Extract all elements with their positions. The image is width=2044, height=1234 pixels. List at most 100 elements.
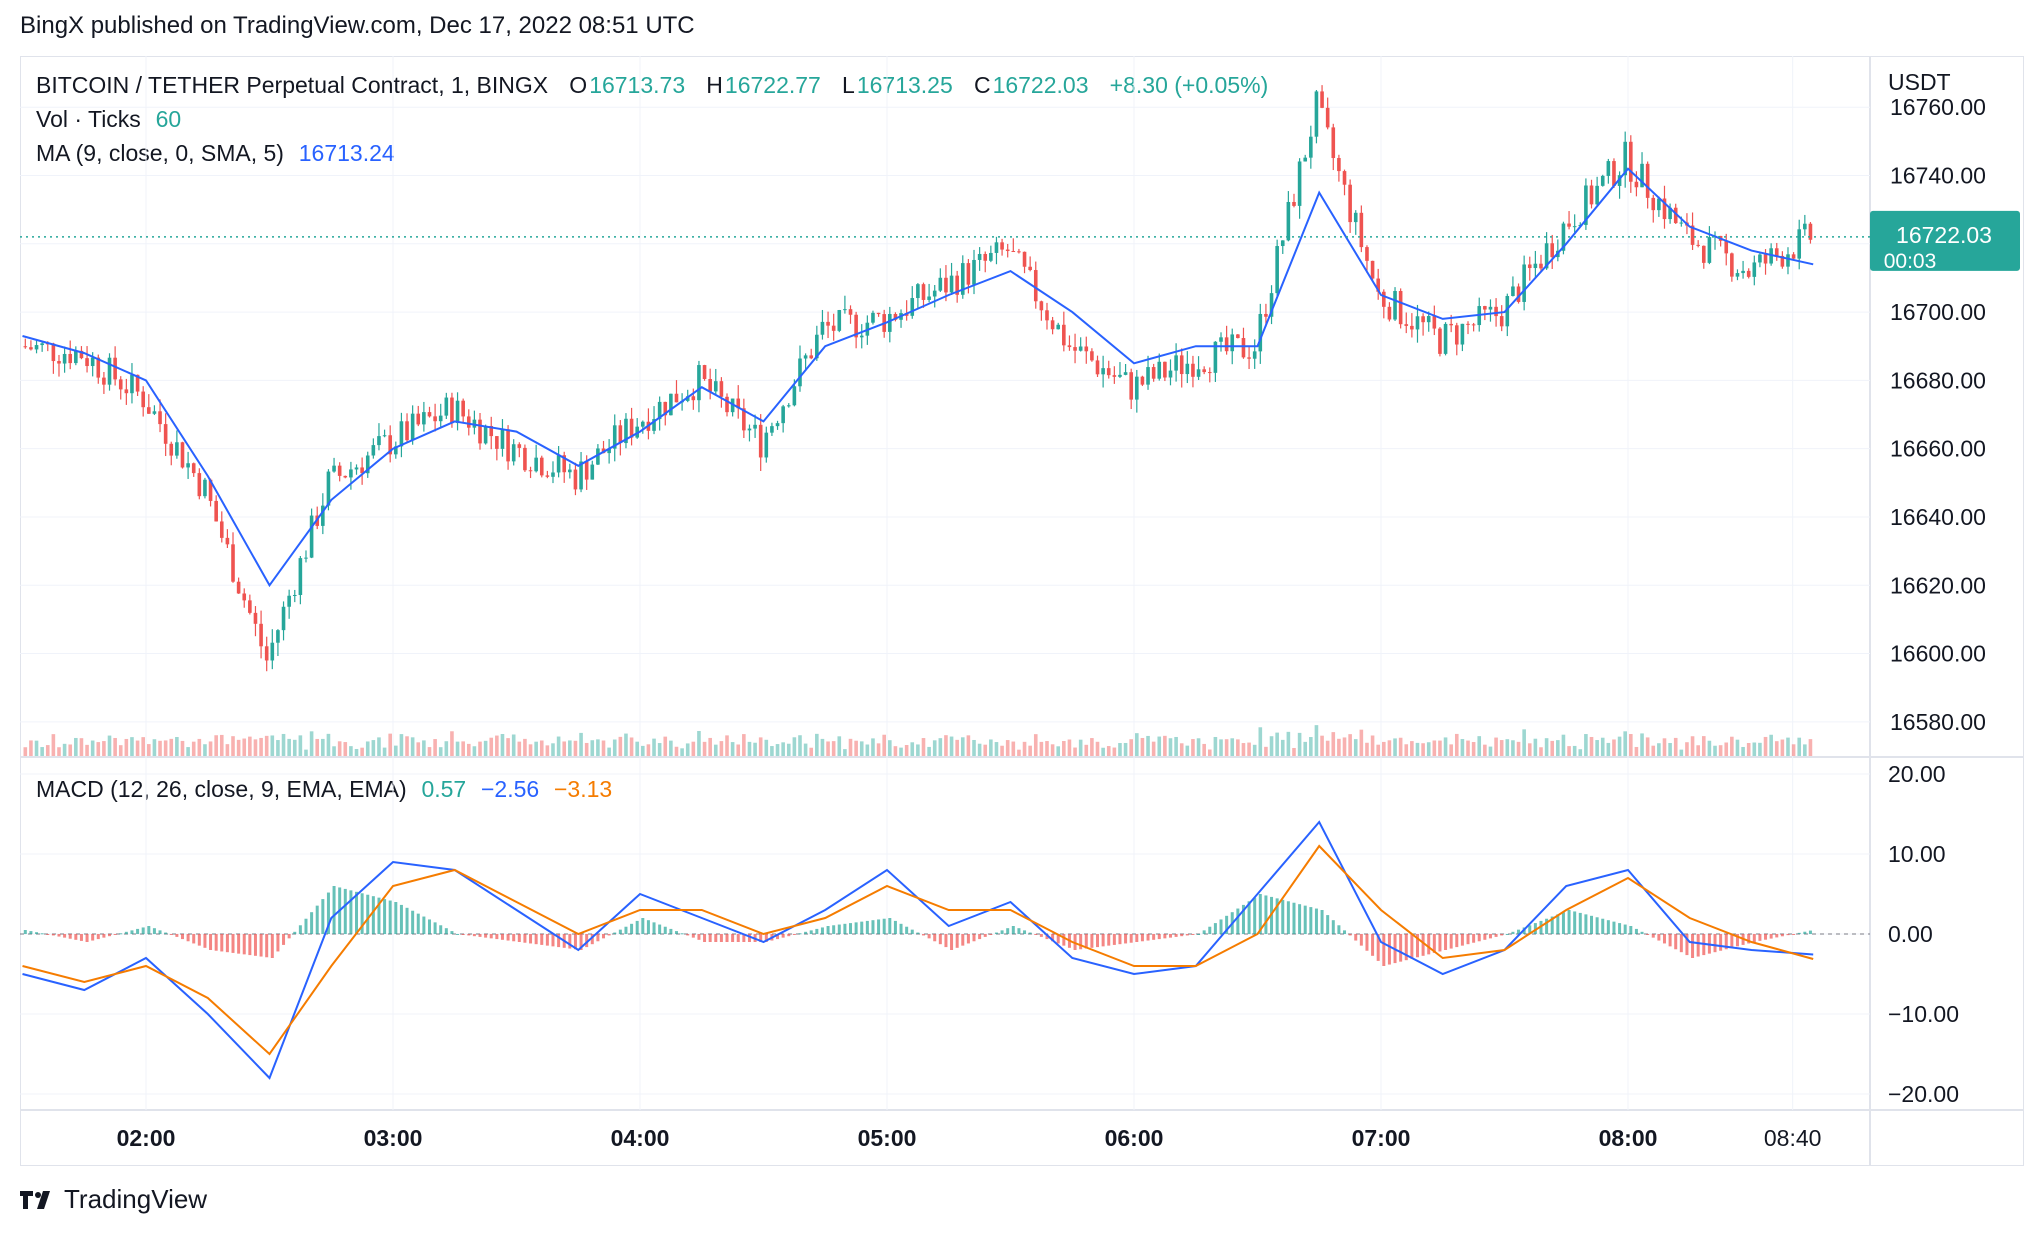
macd-histogram-bar [882, 918, 886, 934]
volume-bar [1179, 743, 1184, 756]
candle-body [1483, 306, 1487, 310]
macd-histogram-bar [422, 916, 426, 934]
candle-body [382, 435, 387, 437]
macd-histogram-bar [1629, 926, 1633, 934]
candle-body [1679, 222, 1684, 224]
volume-bar [1269, 736, 1274, 756]
candle-body [1017, 251, 1021, 253]
candle-body [1696, 244, 1700, 246]
macd-histogram-bar [607, 934, 611, 936]
macd-histogram-bar [1792, 934, 1796, 935]
candle-body [422, 412, 426, 425]
candle-body [1494, 306, 1498, 317]
macd-histogram-bar [1208, 926, 1212, 934]
candle-body [753, 424, 757, 429]
candle-body [1511, 286, 1515, 296]
candle-body [916, 284, 920, 299]
macd-histogram-bar [764, 934, 768, 942]
candle-body [859, 335, 864, 338]
macd-histogram-bar [119, 933, 123, 935]
macd-histogram-bar [1679, 934, 1683, 953]
macd-tick-label: 0.00 [1888, 921, 1933, 947]
volume-bar [281, 733, 286, 756]
volume-bar [113, 737, 117, 756]
macd-histogram-bar [1730, 934, 1734, 948]
candle-body [1062, 324, 1066, 346]
symbol-label[interactable]: BITCOIN / TETHER Perpetual Contract, 1, … [36, 72, 549, 98]
volume-bar [1056, 746, 1061, 756]
candle-body [551, 472, 555, 477]
macd-histogram-bar [1674, 934, 1678, 950]
macd-histogram-bar [1343, 930, 1347, 934]
macd-histogram-bar [1124, 934, 1128, 944]
macd-histogram-bar [147, 926, 151, 934]
macd-histogram-bar [1595, 917, 1599, 934]
macd-histogram-bar [1556, 914, 1560, 934]
macd-histogram-bar [1101, 934, 1105, 947]
macd-histogram-bar [568, 934, 572, 949]
macd-histogram-bar [680, 933, 684, 935]
macd-histogram-bar [186, 934, 190, 942]
macd-histogram-bar [966, 934, 970, 944]
candle-body [68, 353, 73, 364]
volume-bar [438, 747, 443, 756]
candle-body [1123, 372, 1128, 375]
time-tick-label: 02:00 [117, 1125, 176, 1151]
macd-tick-label: 10.00 [1888, 841, 1946, 867]
macd-histogram-bar [1213, 923, 1217, 934]
volume-bar [1039, 741, 1044, 756]
macd-histogram-bar [427, 919, 431, 934]
volume-bar [1634, 746, 1639, 756]
candle-body [85, 358, 89, 367]
macd-histogram-bar [747, 934, 751, 942]
chart-frame[interactable] [20, 56, 2024, 1166]
volume-legend[interactable]: Vol · Ticks 60 [36, 106, 183, 133]
volume-bar [466, 743, 471, 756]
candle-body [1466, 323, 1470, 325]
candle-body [1095, 360, 1100, 375]
volume-bar [1595, 740, 1599, 756]
macd-histogram-bar [371, 896, 375, 934]
volume-bar [1387, 740, 1392, 756]
volume-bar [1763, 736, 1768, 756]
macd-histogram-bar [1146, 934, 1150, 941]
price-tick-label: 16700.00 [1890, 299, 1986, 325]
volume-bar [1606, 742, 1611, 756]
macd-histogram-bar [96, 934, 100, 940]
candle-body [276, 630, 280, 643]
candle-body [944, 277, 948, 293]
candle-body [1207, 372, 1212, 374]
volume-bar [388, 733, 392, 756]
candle-body [1550, 243, 1555, 258]
volume-bar [1584, 734, 1588, 756]
candle-body [1404, 324, 1409, 326]
macd-signal-line [22, 844, 1814, 1056]
volume-bar [770, 746, 774, 756]
tradingview-brand[interactable]: TradingView [20, 1184, 207, 1215]
candle-body [309, 515, 314, 558]
macd-histogram-bar [1320, 910, 1324, 934]
macd-histogram-bar [1584, 914, 1588, 934]
candle-body [972, 259, 976, 285]
volume-bar [899, 747, 903, 756]
macd-legend[interactable]: MACD (12, 26, close, 9, EMA, EMA) 0.57 −… [36, 776, 614, 803]
macd-histogram-bar [1129, 934, 1133, 943]
candle-body [495, 436, 499, 449]
candle-body [1045, 310, 1049, 321]
candle-body [1224, 337, 1229, 352]
ma-legend[interactable]: MA (9, close, 0, SMA, 5) 16713.24 [36, 140, 397, 167]
volume-label: Vol · Ticks [36, 106, 141, 132]
candle-body [657, 401, 662, 420]
macd-histogram-bar [1219, 919, 1223, 934]
macd-histogram-bar [798, 933, 802, 935]
candle-body [113, 357, 117, 380]
volume-bar [147, 744, 151, 756]
volume-bar [539, 740, 544, 756]
macd-histogram-bar [1023, 930, 1027, 934]
macd-histogram-bar [1191, 934, 1195, 935]
candle-body [57, 361, 61, 364]
candle-body [1516, 286, 1521, 302]
macd-histogram-bar [108, 934, 112, 937]
macd-histogram-bar [989, 934, 993, 935]
